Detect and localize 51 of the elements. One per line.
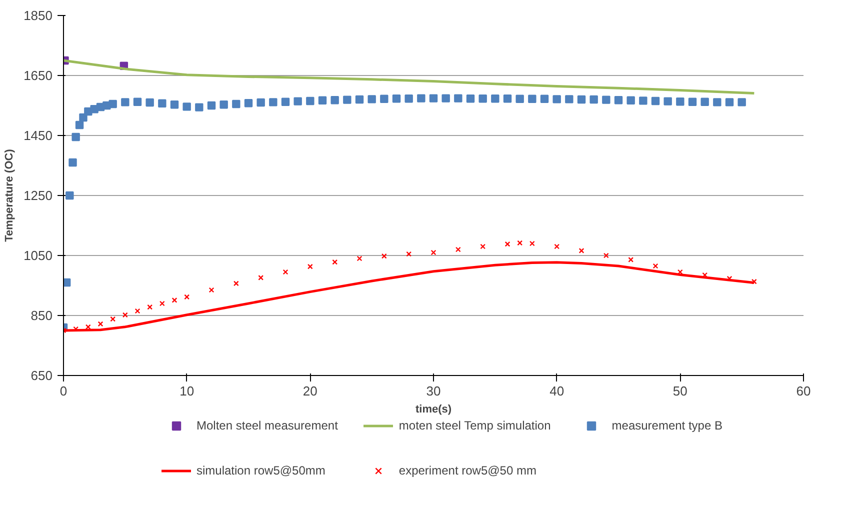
y-tick-label: 1050 xyxy=(24,248,52,263)
point xyxy=(110,316,116,322)
legend-label: measurement type B xyxy=(612,418,722,432)
point xyxy=(529,240,535,246)
point xyxy=(233,280,239,286)
point xyxy=(578,248,584,254)
x-axis-title: time(s) xyxy=(415,404,452,416)
point xyxy=(172,297,178,303)
point xyxy=(480,244,486,250)
y-tick-label: 650 xyxy=(30,368,53,383)
point xyxy=(751,278,757,284)
point xyxy=(406,251,412,257)
y-tick-label: 1450 xyxy=(24,128,52,143)
point xyxy=(258,274,264,280)
point xyxy=(159,300,165,306)
x-tick-label: 20 xyxy=(302,384,318,398)
point xyxy=(603,252,609,258)
x-tick-label: 40 xyxy=(550,384,564,398)
y-tick-label: 1250 xyxy=(24,188,52,203)
point xyxy=(184,294,190,300)
point xyxy=(282,269,288,275)
legend-label: experiment row5@50 mm xyxy=(398,464,536,478)
point xyxy=(652,263,658,269)
legend-label: Molten steel measurement xyxy=(196,418,338,432)
x-tick-label: 0 xyxy=(60,384,68,398)
point xyxy=(430,250,436,256)
x-tick-label: 60 xyxy=(796,384,811,398)
point xyxy=(381,253,387,259)
legend-label: simulation row5@50mm xyxy=(196,464,326,478)
y-tick-label: 1650 xyxy=(24,68,52,83)
point xyxy=(554,244,560,250)
point xyxy=(455,246,461,252)
x-tick-label: 50 xyxy=(672,384,688,398)
point xyxy=(208,287,214,293)
y-axis-title: Temperature (OC) xyxy=(4,148,16,242)
legend-label: moten steel Temp simulation xyxy=(398,418,551,432)
point xyxy=(147,304,153,310)
point xyxy=(307,264,313,270)
point xyxy=(134,308,140,314)
point xyxy=(628,256,634,262)
y-tick-label: 1850 xyxy=(24,8,52,23)
point xyxy=(726,276,732,282)
point xyxy=(98,321,104,327)
point xyxy=(122,312,128,318)
x-tick-label: 10 xyxy=(180,384,194,398)
point xyxy=(332,259,338,265)
y-tick-label: 850 xyxy=(30,308,53,323)
point xyxy=(504,241,510,247)
point xyxy=(356,256,362,262)
point xyxy=(517,240,523,246)
x-tick-label: 30 xyxy=(426,384,441,398)
